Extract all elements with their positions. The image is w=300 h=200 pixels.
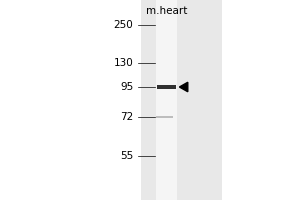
Text: 130: 130 [114,58,134,68]
Text: 72: 72 [120,112,134,122]
Text: 55: 55 [120,151,134,161]
Polygon shape [179,82,188,92]
Bar [156,116,173,118]
Bar [157,85,176,89]
Bar [156,0,177,200]
Bar [141,0,222,200]
Text: 95: 95 [120,82,134,92]
Text: 250: 250 [114,20,134,30]
Text: m.heart: m.heart [146,6,187,16]
